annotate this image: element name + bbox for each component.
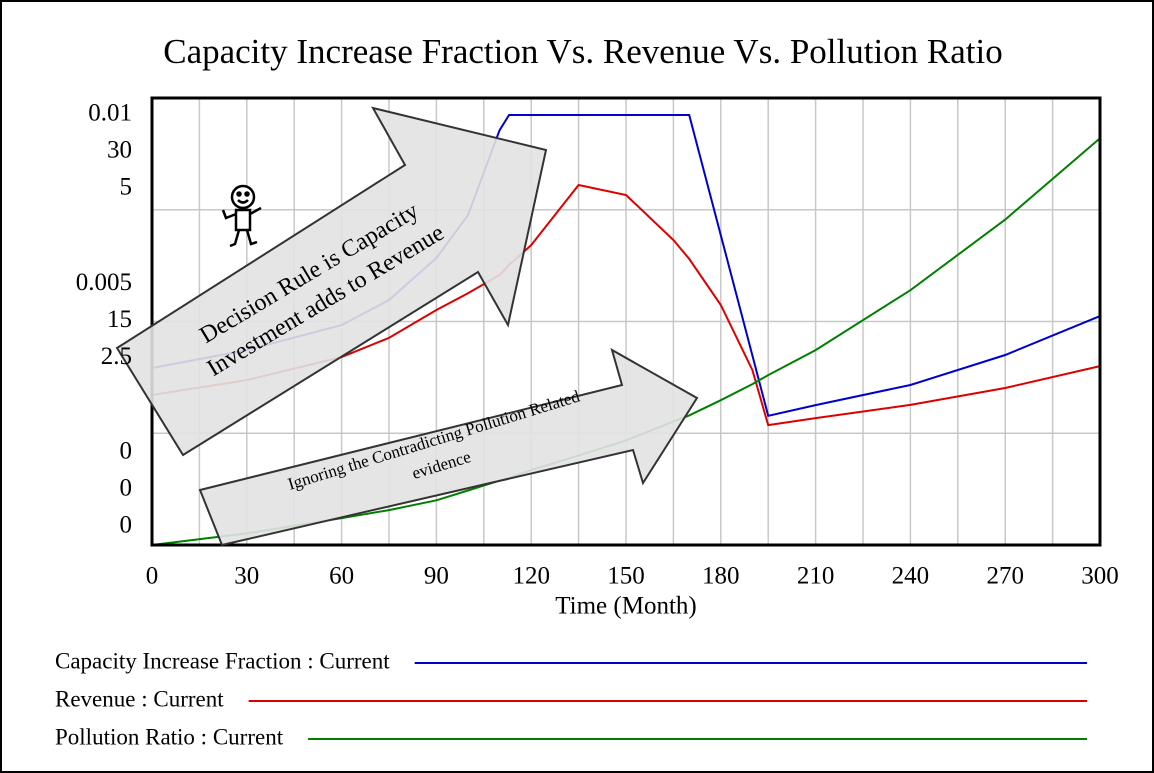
y-tick-label: 0.01 bbox=[88, 100, 132, 127]
x-tick-label: 30 bbox=[234, 563, 259, 590]
chart-title: Capacity Increase Fraction Vs. Revenue V… bbox=[163, 32, 1003, 71]
x-tick-label: 210 bbox=[797, 563, 835, 590]
x-axis-label: Time (Month) bbox=[555, 593, 696, 620]
x-tick-label: 270 bbox=[986, 563, 1024, 590]
y-tick-label: 5 bbox=[120, 174, 133, 201]
x-tick-label: 240 bbox=[892, 563, 930, 590]
y-tick-label: 0 bbox=[120, 475, 133, 502]
y-tick-label: 30 bbox=[107, 137, 132, 164]
x-tick-label: 120 bbox=[512, 563, 550, 590]
y-tick-label: 15 bbox=[107, 306, 132, 333]
x-tick-label: 180 bbox=[702, 563, 740, 590]
y-tick-label: 0 bbox=[120, 512, 133, 539]
legend-label: Revenue : Current bbox=[55, 686, 224, 711]
y-tick-label: 2.5 bbox=[101, 343, 132, 370]
x-tick-label: 90 bbox=[424, 563, 449, 590]
legend-label: Pollution Ratio : Current bbox=[55, 724, 284, 749]
legend-label: Capacity Increase Fraction : Current bbox=[55, 648, 390, 673]
x-tick-label: 60 bbox=[329, 563, 354, 590]
y-tick-label: 0.005 bbox=[76, 269, 132, 296]
x-tick-label: 0 bbox=[146, 563, 159, 590]
x-tick-label: 300 bbox=[1081, 563, 1119, 590]
chart: Capacity Increase Fraction Vs. Revenue V… bbox=[0, 0, 1154, 773]
y-tick-label: 0 bbox=[120, 438, 133, 465]
x-tick-label: 150 bbox=[607, 563, 645, 590]
